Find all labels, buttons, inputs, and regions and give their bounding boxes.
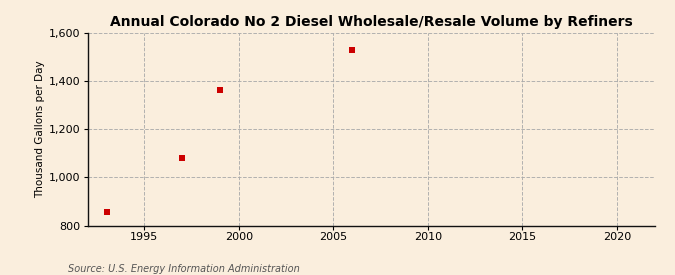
Text: Source: U.S. Energy Information Administration: Source: U.S. Energy Information Administ… xyxy=(68,264,299,274)
Y-axis label: Thousand Gallons per Day: Thousand Gallons per Day xyxy=(35,60,45,198)
Title: Annual Colorado No 2 Diesel Wholesale/Resale Volume by Refiners: Annual Colorado No 2 Diesel Wholesale/Re… xyxy=(110,15,632,29)
